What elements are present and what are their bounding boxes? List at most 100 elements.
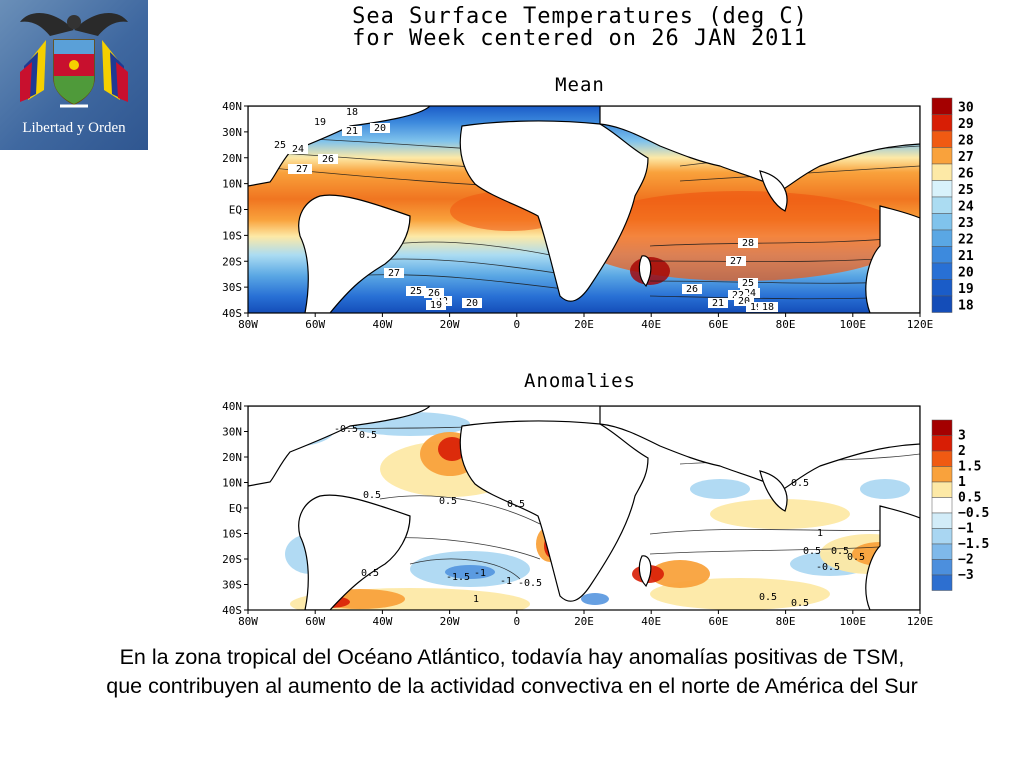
anom-contour-label: -0.5 (816, 562, 840, 573)
mean-y-tick-label: 10N (222, 178, 242, 191)
mean-contour-label: 27 (296, 164, 308, 175)
mean-contour-label: 24 (292, 144, 304, 155)
anom-legend-swatch (931, 450, 953, 467)
anom-contour-label: 0.5 (361, 568, 379, 579)
anom-legend-swatch (931, 435, 953, 452)
mean-x-tick-label: 0 (513, 318, 520, 331)
anom-y-tick-label: 10N (222, 477, 242, 490)
mean-y-tick-label: 20N (222, 152, 242, 165)
mean-legend-label: 22 (958, 232, 974, 247)
anom-contour-label: 0.5 (439, 496, 457, 507)
mean-x-tick-label: 120E (907, 318, 934, 331)
anom-x-tick-label: 20E (574, 615, 594, 628)
mean-legend-swatch (931, 262, 953, 280)
mean-x-tick-label: 100E (840, 318, 867, 331)
anom-y-tick-label: 30S (222, 579, 242, 592)
anom-x-tick-label: 100E (840, 615, 867, 628)
anom-x-tick-label: 0 (513, 615, 520, 628)
anom-legend-label: −2 (958, 553, 974, 568)
anom-panel-title: Anomalies (524, 370, 636, 392)
anom-legend-label: 0.5 (958, 491, 981, 506)
mean-contour-label: 19 (430, 300, 442, 311)
anom-x-tick-label: 120E (907, 615, 934, 628)
anom-y-tick-label: EQ (229, 502, 242, 515)
anom-contour-label: 0.5 (359, 430, 377, 441)
mean-contour-label: 20 (466, 298, 478, 309)
anom-contour-label: 1 (817, 528, 823, 539)
anom-legend-label: 1.5 (958, 460, 981, 475)
anom-contour-label: 0.5 (831, 546, 849, 557)
mean-contour-label: 21 (712, 298, 724, 309)
anom-legend-label: −3 (958, 568, 974, 583)
mean-legend-swatch (931, 229, 953, 247)
anom-contour-label: -1.5 (446, 572, 470, 583)
mean-legend-label: 30 (958, 100, 974, 115)
mean-legend-label: 19 (958, 282, 974, 297)
mean-x-tick-label: 40W (372, 318, 392, 331)
mean-contour-label: 19 (750, 302, 762, 313)
anom-contour-label: 0.5 (847, 552, 865, 563)
anom-contour-label: 0.5 (363, 490, 381, 501)
mean-contour-label: 18 (762, 302, 774, 313)
mean-x-tick-label: 20E (574, 318, 594, 331)
mean-contour-label: 28 (742, 238, 754, 249)
caption: En la zona tropical del Océano Atlántico… (10, 643, 1014, 701)
mean-legend-label: 26 (958, 166, 974, 181)
anom-legend-swatch (931, 574, 953, 591)
mean-x-tick-label: 80E (776, 318, 796, 331)
anom-contour-label: 0.5 (759, 592, 777, 603)
anom-x-tick-label: 80W (238, 615, 258, 628)
mean-contour-label: 25 (410, 286, 422, 297)
mean-contour-label: 24 (744, 288, 756, 299)
mean-y-tick-label: 30N (222, 126, 242, 139)
mean-legend-label: 29 (958, 117, 974, 132)
anom-y-tick-label: 40S (222, 604, 242, 617)
mean-legend-swatch (931, 246, 953, 264)
mean-legend-swatch (931, 279, 953, 297)
anom-legend-swatch (931, 512, 953, 529)
caption-line-2: que contribuyen al aumento de la activid… (106, 674, 918, 698)
anom-y-tick-label: 30N (222, 426, 242, 439)
mean-legend-swatch (931, 180, 953, 198)
anom-contour-label: -0.5 (518, 578, 542, 589)
anom-contour-label: -1 (500, 576, 512, 587)
mean-legend-swatch (931, 114, 953, 132)
mean-contour-label: 20 (374, 123, 386, 134)
colombia-coat-of-arms-icon (20, 12, 128, 108)
mean-sst-map: 1819212025242625272827272625242219202625… (222, 97, 974, 331)
mean-legend-label: 18 (958, 298, 974, 313)
anom-legend-swatch (931, 543, 953, 560)
anom-contour-label: -1 (474, 568, 486, 579)
anom-legend-label: 3 (958, 429, 966, 444)
anom-contour-label: 0.5 (803, 546, 821, 557)
anom-x-tick-label: 60W (305, 615, 325, 628)
anom-legend-swatch (931, 497, 953, 514)
mean-x-tick-label: 20W (440, 318, 460, 331)
mean-legend-label: 21 (958, 249, 974, 264)
anom-y-tick-label: 40N (222, 400, 242, 413)
logo-panel: Libertad y Orden (0, 0, 148, 150)
mean-legend-label: 23 (958, 216, 974, 231)
anom-contour-label: -0.5 (334, 424, 358, 435)
mean-y-tick-label: 40N (222, 100, 242, 113)
figure-title: Sea Surface Temperatures (deg C) for Wee… (270, 6, 890, 50)
mean-legend-label: 28 (958, 133, 974, 148)
mean-legend-swatch (931, 97, 953, 115)
mean-contour-label: 26 (322, 154, 334, 165)
mean-contour-label: 19 (314, 117, 326, 128)
anom-contour-label: 0.5 (791, 478, 809, 489)
mean-y-tick-label: 40S (222, 307, 242, 320)
mean-legend-label: 25 (958, 183, 974, 198)
mean-y-tick-label: 30S (222, 281, 242, 294)
mean-legend-swatch (931, 295, 953, 313)
title-line-2: for Week centered on 26 JAN 2011 (352, 26, 808, 51)
anom-contour-label: 1 (473, 594, 479, 605)
anom-contour-label: 0.5 (791, 598, 809, 609)
logo-motto: Libertad y Orden (22, 120, 126, 136)
anom-x-tick-label: 20W (440, 615, 460, 628)
anom-x-tick-label: 60E (708, 615, 728, 628)
anom-legend-label: 1 (958, 475, 966, 490)
anom-legend-swatch (931, 419, 953, 436)
mean-contour-label: 26 (428, 288, 440, 299)
mean-panel-title: Mean (555, 74, 605, 96)
